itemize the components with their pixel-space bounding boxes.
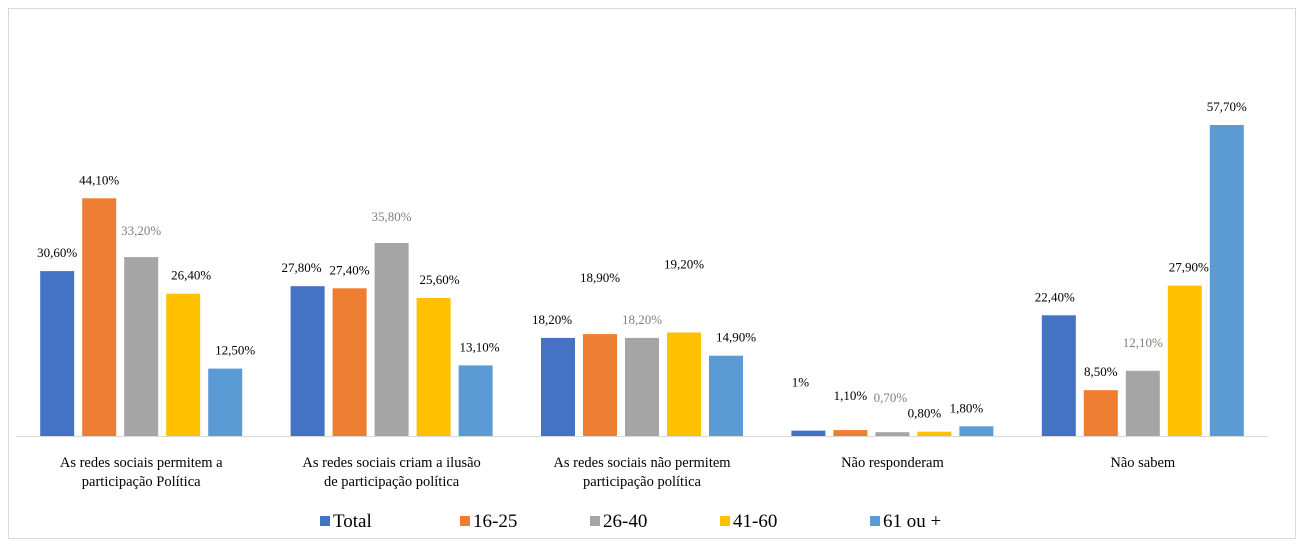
legend-label-26-40: 26-40 (603, 511, 647, 532)
category-label: As redes sociais permitem a (60, 455, 223, 471)
bar-61-ou--3 (959, 426, 994, 436)
data-label: 0,80% (908, 406, 942, 421)
data-label: 22,40% (1035, 289, 1075, 304)
category-label: Não responderam (841, 455, 944, 471)
data-label: 1% (792, 375, 810, 390)
category-label: As redes sociais não permitem (553, 455, 731, 471)
bar-26-40-1 (374, 243, 409, 436)
bar-41-60-2 (667, 332, 701, 436)
data-label: 0,70% (874, 390, 908, 405)
bar-26-40-3 (875, 432, 910, 436)
legend-label-total: Total (333, 511, 372, 532)
data-label: 57,70% (1207, 99, 1247, 114)
bar-26-40-4 (1125, 370, 1160, 436)
data-label: 12,10% (1123, 335, 1163, 350)
data-label: 1,80% (950, 400, 984, 415)
bar-41-60-3 (917, 431, 952, 436)
bar-16-25-0 (82, 198, 117, 436)
legend-label-41-60: 41-60 (733, 511, 777, 532)
bar-41-60-0 (166, 293, 201, 436)
bar-61-ou--0 (208, 368, 243, 436)
data-label: 27,40% (330, 262, 370, 277)
legend-label-61-ou-: 61 ou + (883, 511, 941, 532)
data-label: 27,90% (1169, 260, 1209, 275)
data-label: 25,60% (420, 272, 460, 287)
data-label: 18,20% (622, 312, 662, 327)
category-label: participação política (583, 474, 702, 490)
data-label: 26,40% (171, 268, 211, 283)
bar-26-40-0 (124, 257, 159, 436)
bar-16-25-1 (332, 288, 367, 436)
legend-swatch-61-ou- (870, 516, 880, 526)
legend-swatch-26-40 (590, 516, 600, 526)
data-label: 27,80% (282, 260, 322, 275)
data-label: 14,90% (716, 330, 756, 345)
bar-16-25-2 (583, 334, 617, 436)
data-label: 18,20% (532, 312, 572, 327)
bar-41-60-1 (416, 298, 451, 436)
data-label: 12,50% (215, 343, 255, 358)
bar-61-ou--4 (1209, 125, 1244, 436)
bar-total-1 (290, 286, 325, 436)
bar-total-0 (40, 271, 75, 436)
category-label: participação Política (82, 474, 201, 490)
bar-61-ou--2 (709, 355, 743, 436)
bar-16-25-3 (833, 430, 868, 436)
data-label: 1,10% (834, 388, 868, 403)
legend-label-16-25: 16-25 (473, 511, 517, 532)
data-label: 19,20% (664, 257, 704, 272)
data-label: 44,10% (79, 172, 119, 187)
legend-swatch-16-25 (460, 516, 470, 526)
category-label: As redes sociais criam a ilusão (302, 455, 480, 471)
data-label: 33,20% (121, 223, 161, 238)
bar-41-60-4 (1167, 285, 1202, 436)
category-label: de participação política (324, 474, 460, 490)
bar-61-ou--1 (458, 365, 493, 436)
bar-total-4 (1041, 315, 1076, 436)
bar-26-40-2 (625, 337, 659, 436)
bar-total-3 (791, 430, 826, 436)
data-label: 8,50% (1084, 364, 1118, 379)
legend-swatch-41-60 (720, 516, 730, 526)
data-label: 35,80% (372, 209, 412, 224)
data-label: 13,10% (460, 339, 500, 354)
category-label: Não sabem (1110, 455, 1176, 471)
bar-16-25-4 (1083, 390, 1118, 436)
chart-frame (8, 8, 1296, 539)
data-label: 30,60% (37, 245, 77, 260)
data-label: 18,90% (580, 270, 620, 285)
legend-swatch-total (320, 516, 330, 526)
bar-total-2 (541, 337, 575, 436)
